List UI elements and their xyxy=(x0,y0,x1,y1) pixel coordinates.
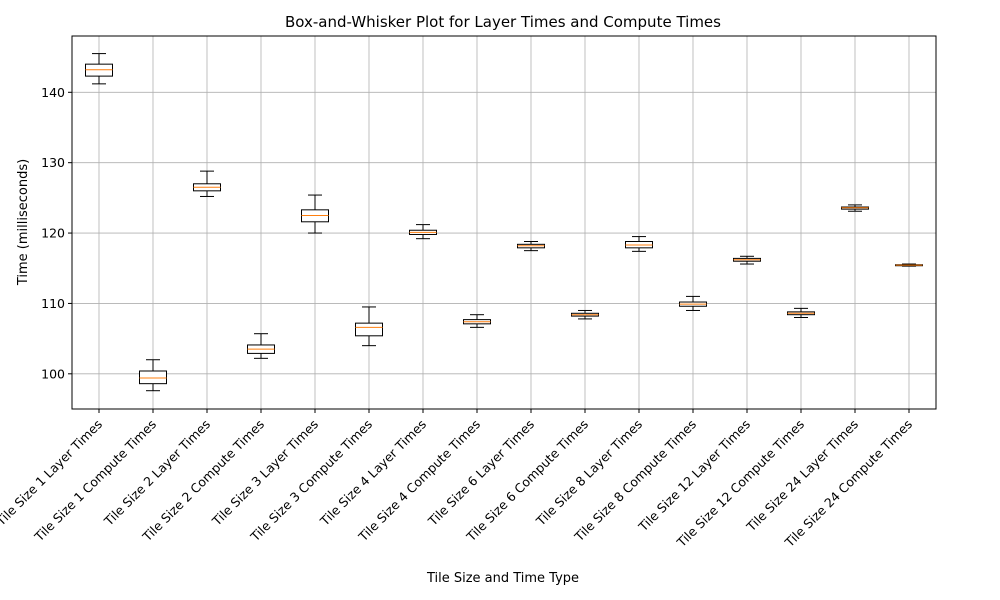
box-plot-item xyxy=(301,194,329,234)
box-plot-item xyxy=(139,359,167,392)
boxes-layer xyxy=(85,53,923,392)
box-plot-item xyxy=(679,295,707,311)
y-axis-label: Time (milliseconds) xyxy=(16,159,31,286)
x-tick-label: Tile Size 4 Layer Times xyxy=(316,417,429,530)
box-plot-item xyxy=(247,333,275,359)
y-tick-label: 120 xyxy=(41,226,65,241)
plot-frame xyxy=(71,35,937,410)
box-plot-item xyxy=(517,241,545,252)
x-axis-label: Tile Size and Time Type xyxy=(426,571,579,586)
x-tick-label: Tile Size 3 Layer Times xyxy=(208,417,321,530)
chart-title: Box-and-Whisker Plot for Layer Times and… xyxy=(285,13,721,31)
x-tick-label: Tile Size 2 Layer Times xyxy=(100,417,213,530)
y-tick-label: 100 xyxy=(41,366,65,381)
x-tick-label: Tile Size 12 Layer Times xyxy=(635,417,753,535)
box-plot-item xyxy=(463,314,491,328)
y-tick-label: 140 xyxy=(41,85,65,100)
box-plot-item xyxy=(625,236,653,252)
box-plot-item xyxy=(895,263,923,267)
y-tick-label: 130 xyxy=(41,155,65,170)
x-tick-label: Tile Size 24 Layer Times xyxy=(743,417,861,535)
box-plot-item xyxy=(787,307,815,319)
x-tick-label: Tile Size 6 Layer Times xyxy=(424,417,537,530)
y-tick-label: 110 xyxy=(41,296,65,311)
box-plot-item xyxy=(409,224,437,240)
grid-layer xyxy=(72,36,936,409)
box-plot-item xyxy=(571,309,599,320)
box-plot-item xyxy=(193,170,221,197)
iqr-box xyxy=(355,322,383,337)
box-plot-item xyxy=(85,53,113,85)
box-plot-item xyxy=(733,255,761,265)
iqr-box xyxy=(139,370,167,385)
x-tick-label: Tile Size 8 Layer Times xyxy=(532,417,645,530)
box-plot-item xyxy=(841,204,869,212)
box-plot-item xyxy=(355,306,383,347)
